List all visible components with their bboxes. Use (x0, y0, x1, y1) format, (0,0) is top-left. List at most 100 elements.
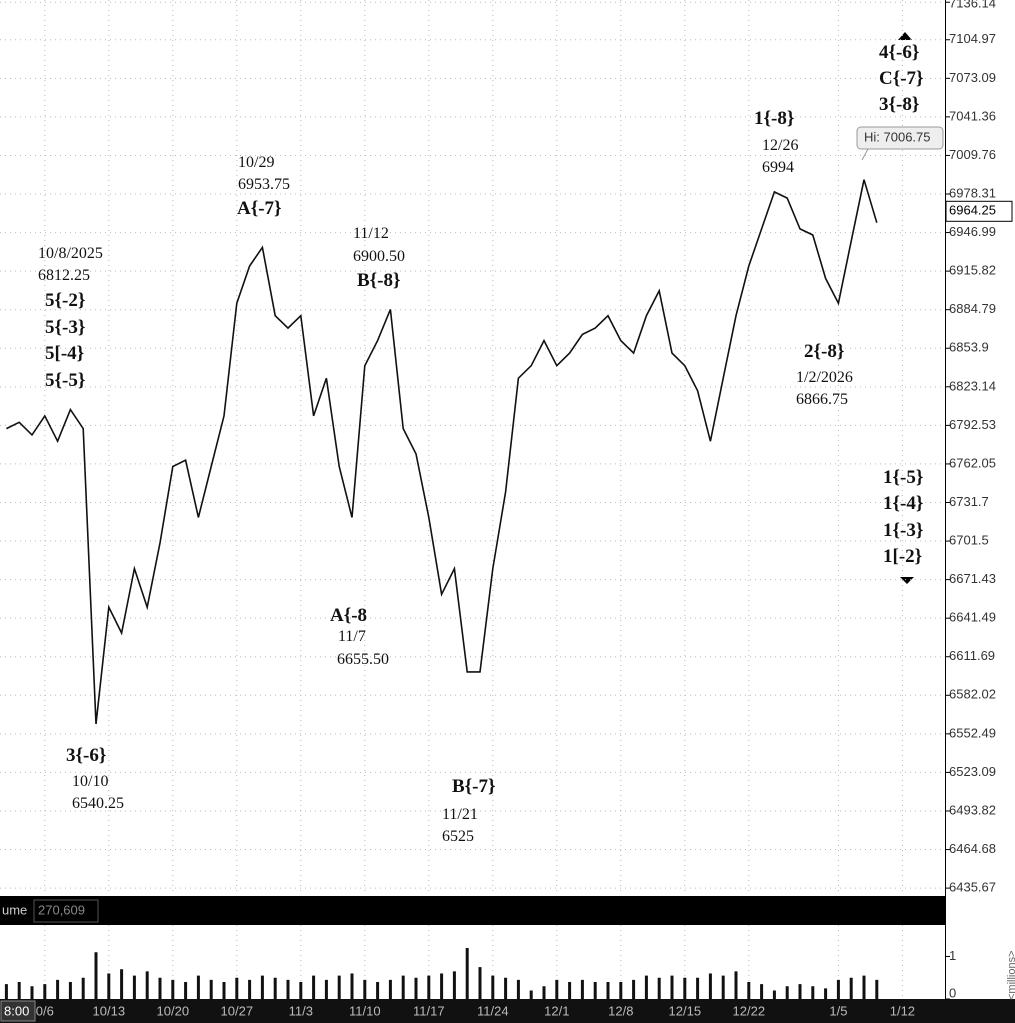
volume-bar (785, 986, 789, 999)
annotation: 6540.25 (72, 795, 124, 812)
volume-bar (772, 990, 776, 999)
annotation: 10/29 (238, 154, 274, 171)
annotation: 6900.50 (353, 248, 405, 265)
x-tick-label: 12/1 (544, 1003, 569, 1018)
annotation: 11/12 (353, 225, 389, 242)
volume-bar (683, 977, 687, 999)
volume-bar (798, 984, 802, 999)
annotation: 5[-4} (45, 343, 84, 364)
volume-bar (568, 981, 572, 999)
annotation: A{-7} (237, 198, 282, 219)
volume-bar (440, 973, 444, 999)
volume-bar (286, 979, 290, 999)
annotation: B{-8} (357, 270, 400, 291)
volume-bar (824, 988, 828, 999)
volume-bar (760, 984, 764, 999)
price-line (6, 179, 878, 725)
volume-bar (606, 981, 610, 999)
annotation: 5{-5} (45, 370, 85, 391)
volume-bar (81, 977, 85, 999)
y-tick-label: 6582.02 (949, 687, 996, 702)
y-tick-label: 7041.36 (949, 108, 996, 123)
annotation: C{-7} (879, 68, 924, 89)
volume-bar (248, 979, 252, 999)
volume-bar (209, 979, 213, 999)
volume-bar (56, 979, 60, 999)
volume-bar (401, 975, 405, 999)
volume-bar (196, 975, 200, 999)
annotation: 10/10 (72, 773, 108, 790)
y-tick-label: 7136.14 (949, 0, 996, 10)
volume-bar (260, 975, 264, 999)
hi-pointer (861, 148, 869, 161)
volume-bar (593, 981, 597, 999)
annotation: 6525 (442, 828, 474, 845)
y-tick-label: 6464.68 (949, 841, 996, 856)
up-arrow (898, 32, 912, 40)
x-tick-label: 10/13 (93, 1003, 126, 1018)
y-tick-label: 6978.31 (949, 185, 996, 200)
annotation: 3{-6} (66, 745, 106, 766)
x-axis-bar (0, 999, 1015, 1023)
y-tick-label: 6853.9 (949, 340, 989, 355)
annotation: A{-8 (330, 605, 367, 626)
volume-bar (580, 979, 584, 999)
x-tick-label: 10/20 (157, 1003, 190, 1018)
volume-bar (875, 979, 879, 999)
volume-bar (273, 977, 277, 999)
x-tick-label: 11/24 (477, 1003, 509, 1018)
annotation: 11/7 (338, 628, 366, 645)
x-tick-label: 11/10 (349, 1003, 381, 1018)
volume-bar (388, 979, 392, 999)
x-tick-label: 1/5 (829, 1003, 847, 1018)
volume-bar (516, 979, 520, 999)
y-tick-label: 6823.14 (949, 378, 996, 393)
down-arrow (900, 577, 914, 584)
volume-bar (94, 952, 98, 999)
volume-total-box (33, 899, 99, 923)
volume-bar (299, 981, 303, 999)
y-tick-label: 6731.7 (949, 494, 989, 509)
volume-bar (350, 973, 354, 999)
volume-bar (811, 986, 815, 999)
y-tick-label: 6552.49 (949, 725, 996, 740)
annotation: 2{-8} (804, 341, 844, 362)
annotation: 1[-2} (883, 546, 922, 567)
volume-bar (747, 981, 751, 999)
volume-bar (414, 977, 418, 999)
annotation: 6953.75 (238, 176, 290, 193)
last-price: 6964.25 (949, 203, 996, 218)
annotation: 6994 (762, 159, 794, 176)
annotation: 10/8/2025 (38, 245, 103, 262)
volume-bar (721, 975, 725, 999)
x-tick-label: 12/22 (733, 1003, 766, 1018)
volume-bar (222, 981, 226, 999)
y-tick-label: 6493.82 (949, 802, 996, 817)
x-tick-label: 12/15 (669, 1003, 702, 1018)
volume-bar (696, 977, 700, 999)
annotation: 1{-3} (883, 520, 923, 541)
annotation: 12/26 (762, 137, 798, 154)
x-tick-label: 1/12 (890, 1003, 915, 1018)
x-tick-label: 11/3 (289, 1003, 313, 1018)
time-label: 8:00 (4, 1003, 29, 1018)
volume-bar (644, 975, 648, 999)
annotation: 4{-6} (879, 42, 919, 63)
x-tick-label: 11/17 (413, 1003, 445, 1018)
annotation: B{-7} (452, 776, 495, 797)
y-tick-label: 6671.43 (949, 571, 996, 586)
annotation: 11/21 (442, 806, 478, 823)
y-tick-label: 6435.67 (949, 880, 996, 895)
annotation: 6655.50 (337, 651, 389, 668)
annotation: 1{-5} (883, 467, 923, 488)
annotation: 1/2/2026 (796, 369, 853, 386)
volume-bar (171, 979, 175, 999)
volume-header (0, 896, 945, 925)
volume-bar (158, 977, 162, 999)
x-tick-label: 12/8 (608, 1003, 633, 1018)
volume-bar (465, 947, 469, 999)
y-tick-label: 6641.49 (949, 610, 996, 625)
y-tick-label: 6792.53 (949, 417, 996, 432)
volume-bar (849, 977, 853, 999)
